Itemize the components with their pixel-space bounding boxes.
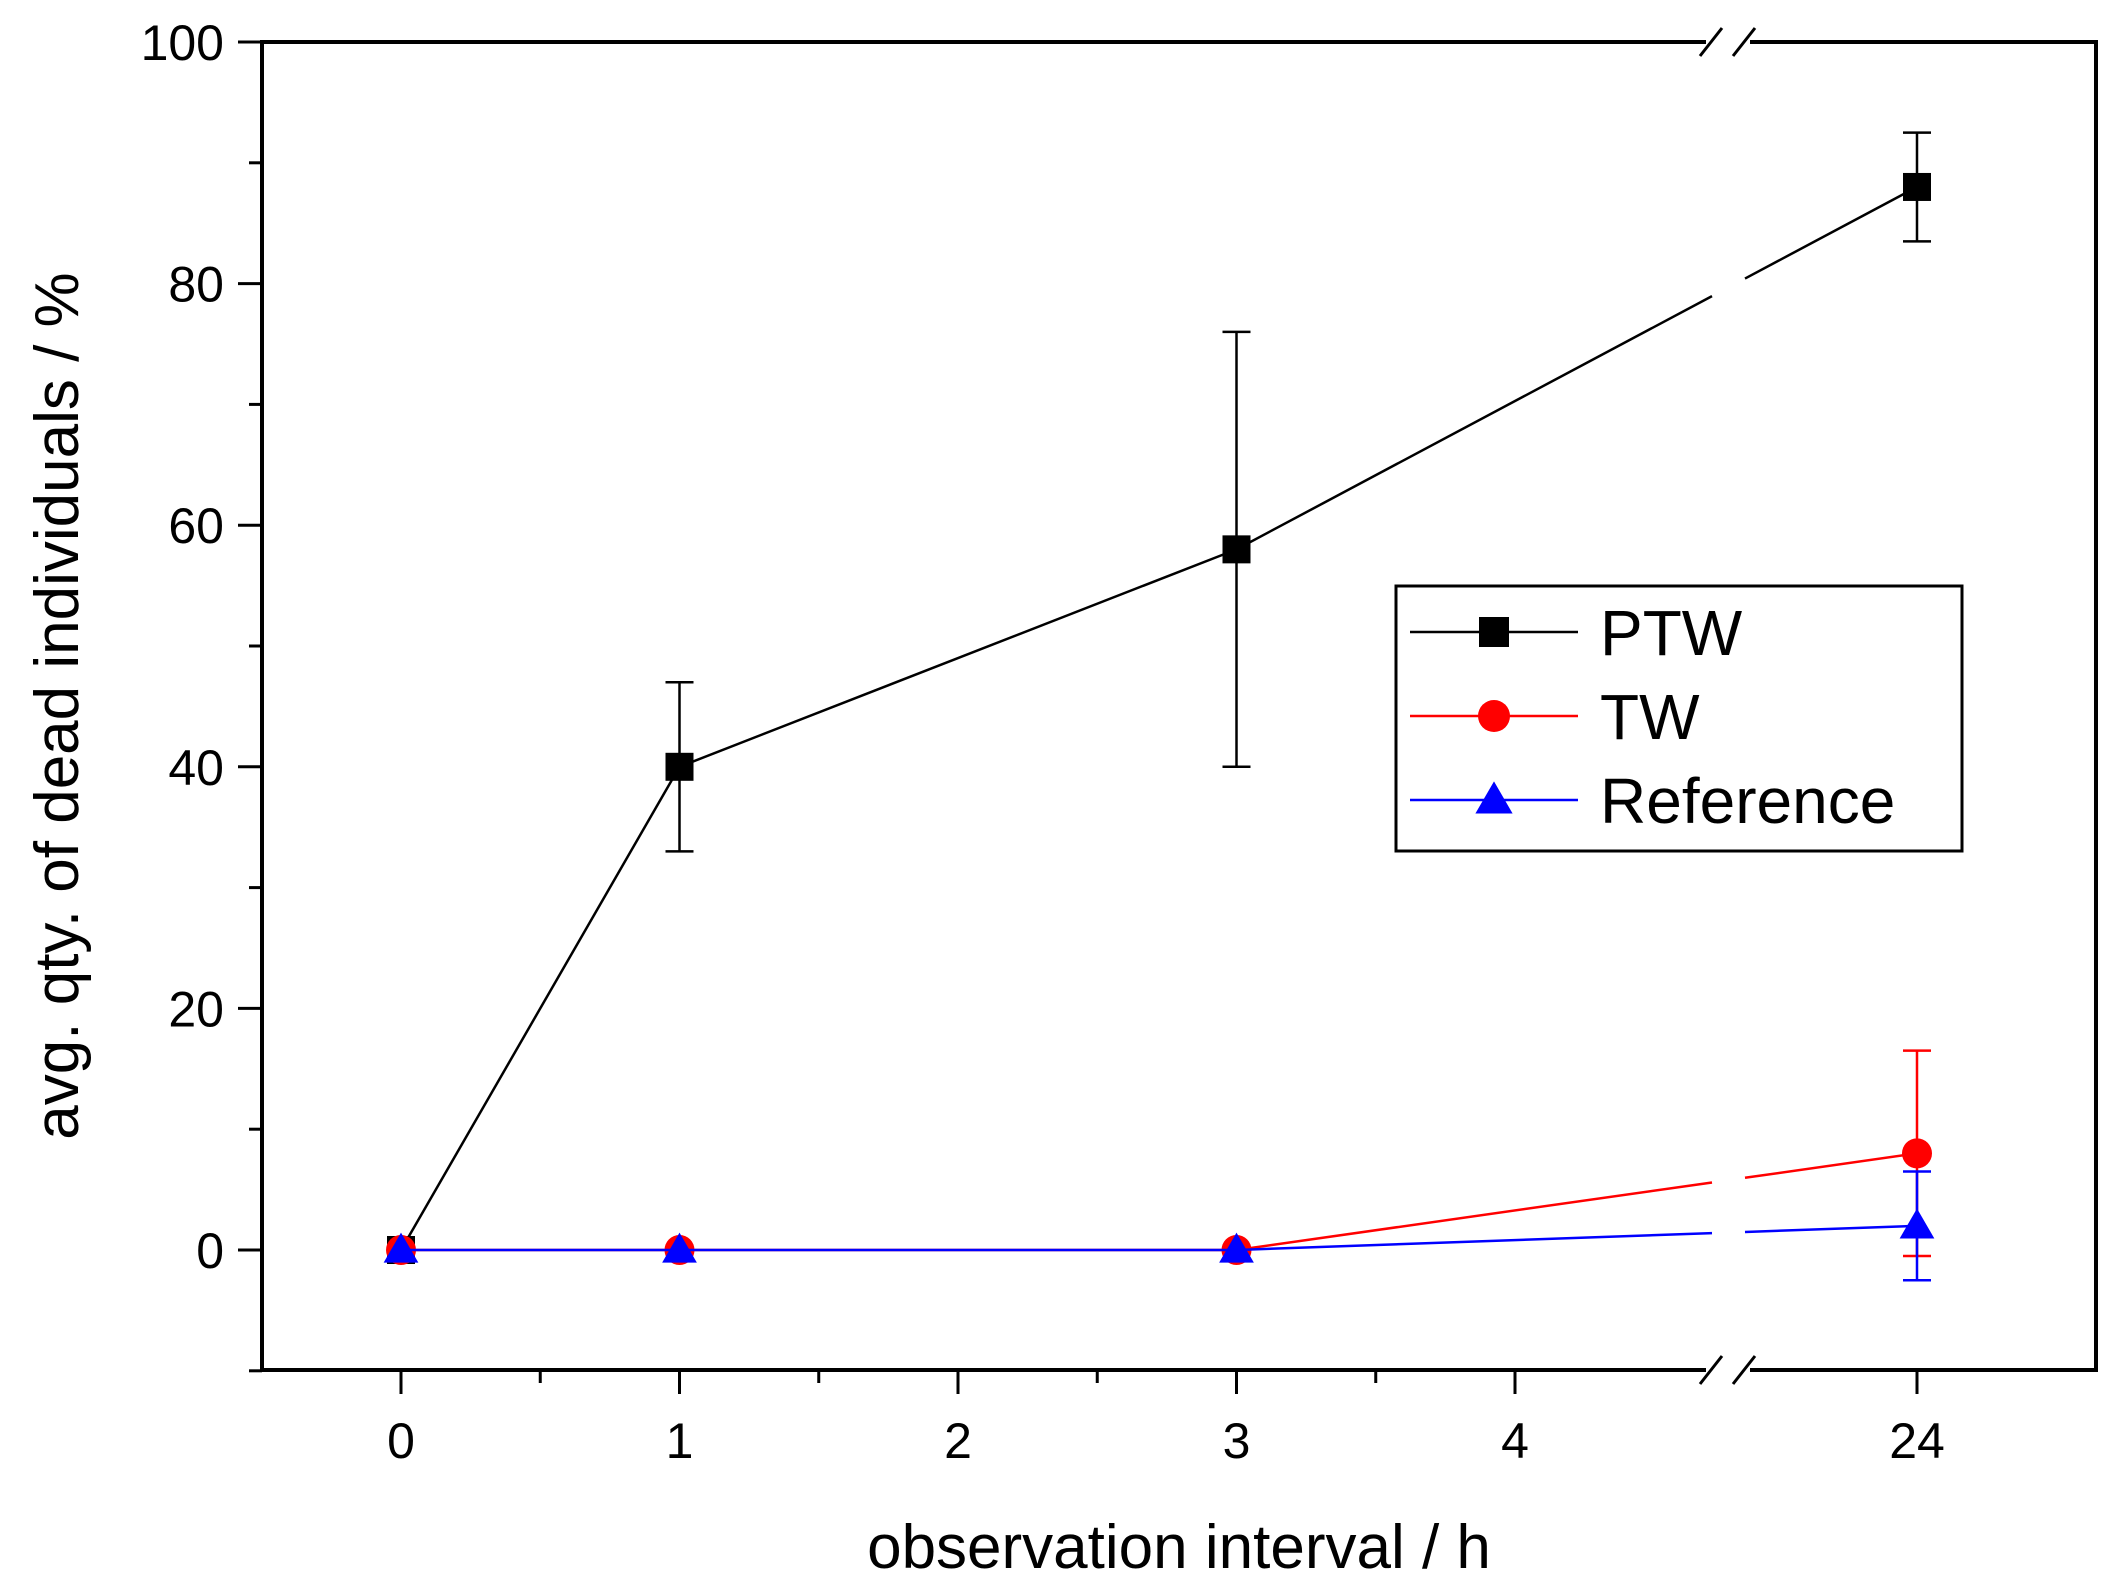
data-point-triangle: [1899, 1208, 1935, 1239]
x-axis-ticks: 0 1 2 3 4 24: [387, 1370, 1945, 1469]
series-reference: [383, 1170, 1935, 1282]
data-point-circle: [1902, 1138, 1932, 1169]
y-tick-label: 80: [168, 257, 224, 313]
series-line-segment: [1236, 1231, 1713, 1252]
data-point-square: [665, 752, 694, 781]
legend-label: TW: [1600, 681, 1700, 753]
axis-break-marks: [1698, 27, 1757, 1385]
data-point-square: [1222, 535, 1251, 564]
axis-break-slash: [1698, 1355, 1724, 1385]
y-axis-ticks: 0 20 40 60 80 100: [141, 15, 262, 1373]
series-line-segment: [1744, 1224, 1918, 1234]
data-point-square: [1479, 617, 1509, 647]
data-point-triangle: [383, 1232, 419, 1263]
y-tick-label: 0: [196, 1223, 224, 1279]
x-tick-label: 3: [1223, 1413, 1251, 1469]
data-point-triangle: [1475, 781, 1513, 814]
axis-break-slash: [1698, 27, 1724, 57]
plot-frame: [260, 40, 2098, 1372]
legend-label: PTW: [1600, 597, 1743, 669]
legend-entry-reference: Reference: [1410, 765, 1895, 837]
series-line-segment: [399, 766, 681, 1251]
x-tick-label: 0: [387, 1413, 415, 1469]
x-axis-title: observation interval / h: [867, 1513, 1491, 1582]
series-line-segment: [1744, 185, 1918, 280]
series-line-segment: [1235, 295, 1713, 551]
axis-break-slash: [1731, 27, 1757, 57]
legend-entries: PTW TW Reference: [1410, 597, 1895, 837]
y-axis-title: avg. qty. of dead individuals / %: [23, 272, 92, 1139]
series-line-segment: [679, 548, 1237, 768]
series-layer: [383, 131, 1935, 1282]
series-line-segment: [1744, 1152, 1918, 1180]
y-tick-label: 20: [168, 981, 224, 1037]
data-point-triangle: [662, 1232, 697, 1263]
axis-break-slash: [1731, 1355, 1757, 1385]
legend-entry-ptw: PTW: [1410, 597, 1743, 669]
legend-entry-tw: TW: [1410, 681, 1700, 753]
legend: PTW TW Reference: [1394, 584, 1964, 853]
data-point-triangle: [1219, 1232, 1254, 1263]
x-tick-label: 4: [1501, 1413, 1529, 1469]
y-tick-label: 60: [168, 498, 224, 554]
x-tick-label: 1: [666, 1413, 694, 1469]
series-line-segment: [1236, 1181, 1713, 1252]
x-tick-label: 2: [944, 1413, 972, 1469]
x-tick-label: 24: [1889, 1413, 1945, 1469]
y-tick-label: 40: [168, 740, 224, 796]
data-point-square: [1903, 172, 1931, 201]
legend-label: Reference: [1600, 765, 1895, 837]
data-point-circle: [1478, 700, 1510, 732]
y-tick-label: 100: [141, 15, 224, 71]
